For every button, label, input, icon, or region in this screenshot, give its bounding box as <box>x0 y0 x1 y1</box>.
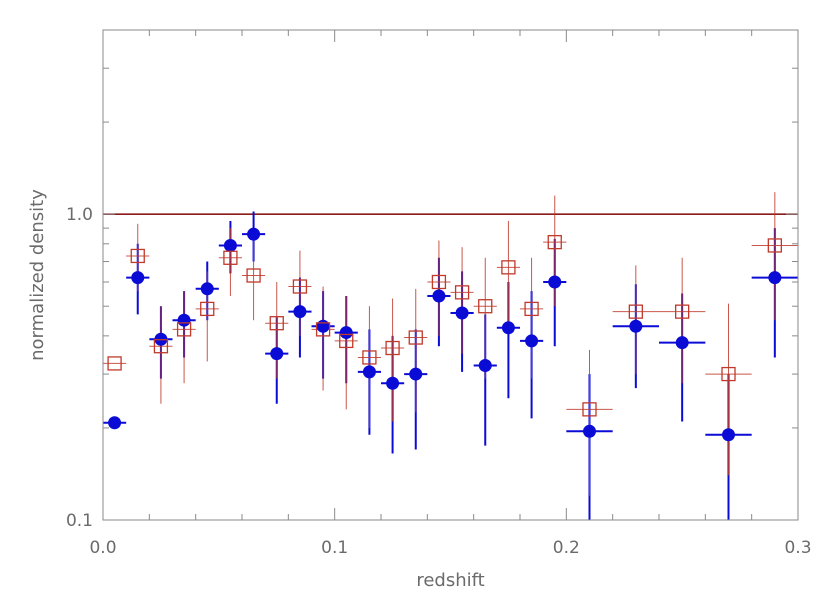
data-point-circle <box>223 238 237 252</box>
data-point-square <box>362 350 377 365</box>
data-point-square <box>130 248 145 264</box>
data-point-square <box>223 250 238 265</box>
data-point-square <box>107 356 122 371</box>
data-point-circle <box>108 416 122 430</box>
data-point-square <box>269 316 284 331</box>
data-point-square <box>431 274 447 290</box>
data-point-square <box>628 304 643 319</box>
data-point-square <box>524 301 539 317</box>
data-point-circle <box>293 305 307 319</box>
data-point-square <box>767 238 782 253</box>
data-point-square <box>501 260 516 275</box>
data-point-circle <box>131 271 145 285</box>
data-point-circle <box>247 227 261 241</box>
data-point-circle <box>270 347 284 361</box>
data-point-square <box>200 301 215 317</box>
data-point-circle <box>583 424 596 438</box>
data-points-layer <box>107 227 782 442</box>
plot-frame <box>102 29 799 521</box>
data-point-circle <box>768 271 782 285</box>
data-point-circle <box>501 321 515 335</box>
data-point-circle <box>432 289 446 303</box>
data-point-circle <box>409 367 423 381</box>
data-point-circle <box>525 334 539 348</box>
ticks-layer <box>102 29 799 521</box>
data-point-circle <box>386 376 400 390</box>
data-point-circle <box>177 313 191 327</box>
data-point-square <box>582 402 597 417</box>
x-tick-label: 0.2 <box>553 538 580 558</box>
y-axis-title: normalized density <box>27 189 48 361</box>
data-point-square <box>292 279 308 294</box>
tick-labels-layer: 0.0 0.1 0.2 0.3 0.1 1.0 <box>66 205 812 558</box>
data-point-circle <box>362 365 376 379</box>
data-point-square <box>478 299 493 314</box>
data-point-square <box>176 322 192 337</box>
data-point-square <box>315 322 331 337</box>
x-tick-label: 0.1 <box>321 538 348 558</box>
data-point-circle <box>675 336 689 350</box>
error-bars-layer <box>103 192 798 520</box>
data-point-square <box>385 340 400 356</box>
y-tick-label: 1.0 <box>66 205 93 225</box>
data-point-square <box>408 330 423 345</box>
data-point-square <box>675 304 690 319</box>
data-point-circle <box>722 428 735 442</box>
x-tick-label: 0.3 <box>784 538 811 558</box>
x-tick-label: 0.0 <box>89 538 116 558</box>
data-point-square <box>721 366 736 382</box>
data-point-square <box>547 234 562 250</box>
data-point-circle <box>200 282 214 296</box>
data-point-circle <box>478 358 492 372</box>
data-point-square <box>454 285 470 300</box>
data-point-circle <box>548 275 562 289</box>
data-point-circle <box>455 306 469 320</box>
data-point-square <box>246 268 261 283</box>
x-axis-title: redshift <box>416 570 484 591</box>
data-point-circle <box>629 319 643 333</box>
data-point-circle <box>339 326 353 340</box>
data-point-square <box>339 333 354 349</box>
y-tick-label: 0.1 <box>66 511 93 531</box>
data-point-square <box>153 339 169 354</box>
data-point-circle <box>316 319 330 333</box>
